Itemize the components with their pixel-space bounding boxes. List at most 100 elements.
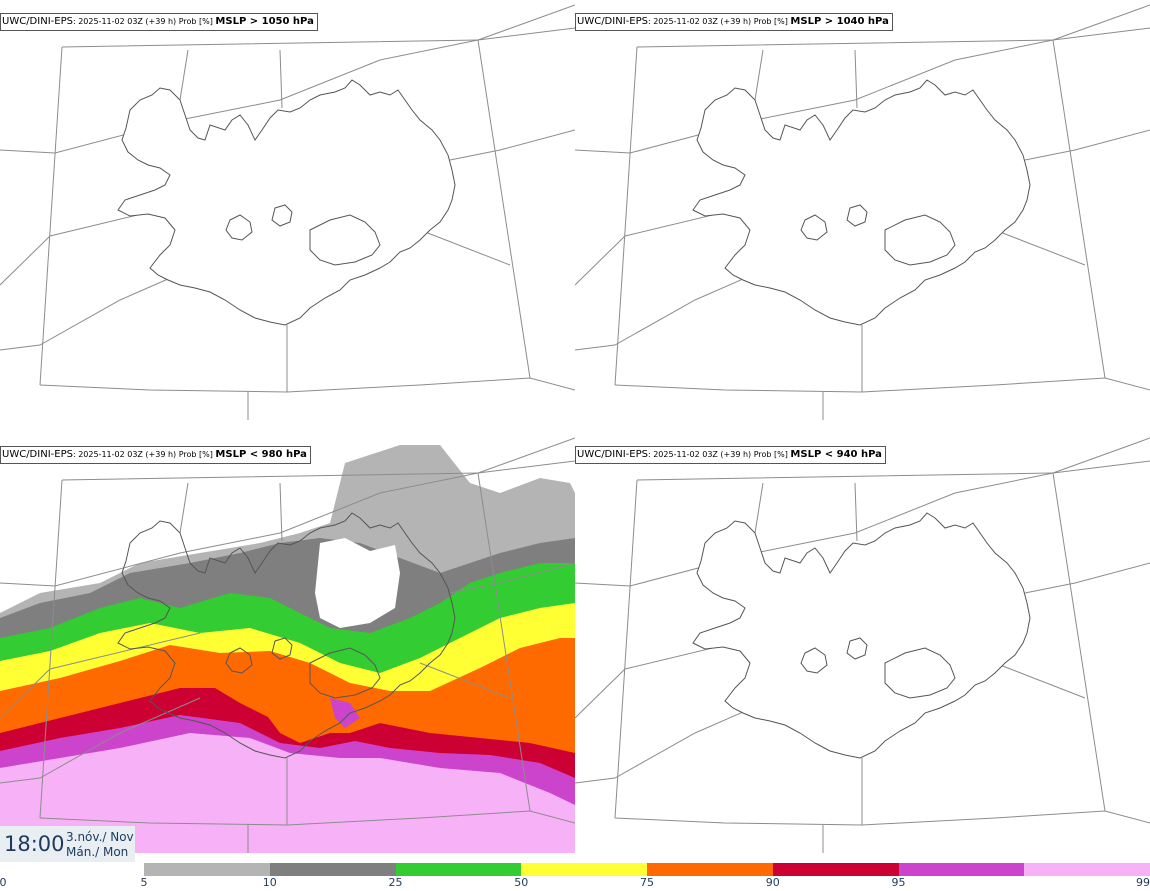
glacier-outline (309, 647, 381, 699)
graticule-line (39, 479, 63, 819)
graticule-line (0, 697, 201, 784)
colorbar-segment (395, 863, 522, 876)
map-panel-mslp-gt-1050: UWC/DINI-EPS: 2025-11-02 03Z (+39 h) Pro… (0, 0, 575, 420)
graticule-line (1052, 437, 1150, 474)
glacier-outline (884, 647, 956, 699)
map-canvas (0, 4, 575, 420)
graticule-line (575, 697, 776, 784)
graticule-line (854, 49, 858, 109)
colorbar-tick-label: 90 (765, 876, 780, 889)
run-info: : 2025-11-02 03Z (+39 h) Prob [%] (647, 17, 791, 26)
glacier-outline (225, 214, 253, 241)
colorbar-tick-label: 75 (640, 876, 654, 889)
colorbar-segment (1024, 863, 1150, 876)
model-name: UWC/DINI-EPS (2, 449, 73, 460)
graticule-line (179, 49, 189, 101)
graticule-line (279, 49, 283, 109)
graticule-line (0, 632, 201, 719)
glacier-outline (271, 204, 293, 227)
glacier-outline (800, 647, 828, 674)
map-canvas (575, 437, 1150, 853)
colorbar-segment (144, 863, 271, 876)
model-name: UWC/DINI-EPS (2, 16, 73, 27)
glacier-outline (800, 214, 828, 241)
glacier-outline (846, 204, 868, 227)
coastline (692, 79, 1031, 326)
graticule-line (614, 377, 1150, 393)
colorbar-tick-label: 10 (262, 876, 277, 889)
graticule-lines (575, 4, 1150, 420)
graticule-line (449, 129, 575, 161)
colorbar-tick-label: 5 (140, 876, 148, 889)
glacier-outline (846, 637, 868, 660)
graticule-lines (0, 4, 575, 420)
model-name: UWC/DINI-EPS (577, 449, 648, 460)
colorbar-tick-label: 0 (0, 876, 7, 889)
model-name: UWC/DINI-EPS (577, 16, 648, 27)
colorbar-tick-label: 95 (891, 876, 906, 889)
graticule-line (994, 229, 1086, 266)
iceland-coastline (117, 79, 456, 326)
graticule-line (614, 810, 1150, 826)
graticule-line (1024, 562, 1150, 594)
valid-date-line-2: Mán./ Mon (66, 845, 129, 859)
coastline (692, 512, 1031, 759)
graticule-line (1024, 129, 1150, 161)
graticule-line (0, 264, 201, 351)
graticule-line (39, 377, 575, 393)
graticule-line (477, 4, 575, 41)
map-canvas (575, 4, 1150, 420)
colorbar-segment (647, 863, 774, 876)
glacier-outline (309, 214, 381, 266)
probability-fill (0, 445, 575, 853)
graticule-line (1052, 4, 1150, 41)
glacier-outline (884, 214, 956, 266)
graticule-lines (575, 437, 1150, 853)
iceland-coastline (692, 512, 1031, 759)
graticule-line (279, 482, 283, 542)
graticule-line (449, 562, 575, 594)
field-name: MSLP > 1040 hPa (790, 16, 889, 27)
graticule-line (419, 229, 511, 266)
iceland-coastline (692, 79, 1031, 326)
coastline (117, 79, 456, 326)
valid-time-box: 18:00 3.nóv./ Nov Mán./ Mon (0, 826, 135, 862)
map-panel-mslp-gt-1040: UWC/DINI-EPS: 2025-11-02 03Z (+39 h) Pro… (575, 0, 1150, 420)
graticule-line (754, 482, 764, 534)
run-info: : 2025-11-02 03Z (+39 h) Prob [%] (647, 450, 791, 459)
run-info: : 2025-11-02 03Z (+39 h) Prob [%] (72, 450, 216, 459)
graticule-line (614, 46, 638, 386)
probability-colorbar (144, 863, 1150, 876)
valid-time: 18:00 (4, 832, 65, 856)
glacier-outline (271, 637, 293, 660)
graticule-line (39, 46, 63, 386)
colorbar-segment (898, 863, 1025, 876)
panel-title: UWC/DINI-EPS: 2025-11-02 03Z (+39 h) Pro… (575, 446, 886, 464)
colorbar-segment (269, 863, 396, 876)
graticule-line (39, 810, 575, 826)
valid-date-line-1: 3.nóv./ Nov (66, 830, 134, 844)
panel-title: UWC/DINI-EPS: 2025-11-02 03Z (+39 h) Pro… (0, 446, 311, 464)
graticule-line (575, 264, 776, 351)
colorbar-tick-label: 25 (388, 876, 403, 889)
map-panel-mslp-lt-980: UWC/DINI-EPS: 2025-11-02 03Z (+39 h) Pro… (0, 433, 575, 853)
panel-title: UWC/DINI-EPS: 2025-11-02 03Z (+39 h) Pro… (0, 13, 318, 31)
graticule-line (477, 437, 575, 474)
colorbar-tick-label: 50 (514, 876, 529, 889)
colorbar-segment (772, 863, 899, 876)
graticule-line (614, 479, 638, 819)
graticule-line (754, 49, 764, 101)
field-name: MSLP < 940 hPa (790, 449, 882, 460)
coastline (117, 512, 456, 759)
map-panel-mslp-lt-940: UWC/DINI-EPS: 2025-11-02 03Z (+39 h) Pro… (575, 433, 1150, 853)
colorbar-tick-label: 99 (1136, 876, 1150, 889)
graticule-line (854, 482, 858, 542)
map-canvas (0, 437, 575, 853)
graticule-line (994, 662, 1086, 699)
colorbar-segment (521, 863, 648, 876)
graticule-line (179, 482, 189, 534)
graticule-line (419, 662, 511, 699)
panel-title: UWC/DINI-EPS: 2025-11-02 03Z (+39 h) Pro… (575, 13, 893, 31)
glacier-outline (225, 647, 253, 674)
iceland-coastline (117, 512, 456, 759)
